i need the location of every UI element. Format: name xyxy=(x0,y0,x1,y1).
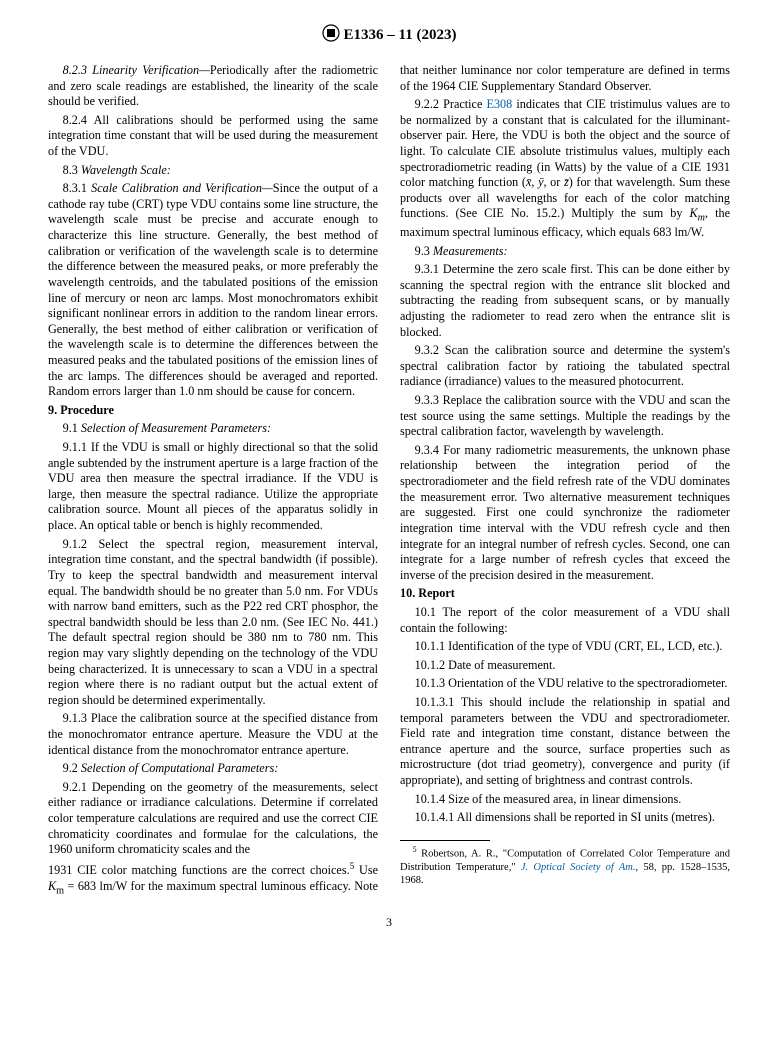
para-10-1-3-1: 10.1.3.1 This should include the relatio… xyxy=(400,695,730,789)
para-8-2-4: 8.2.4 All calibrations should be perform… xyxy=(48,113,378,160)
page: E1336 – 11 (2023) 8.2.3 Linearity Verifi… xyxy=(0,0,778,954)
para-9-2-1a: 9.2.1 Depending on the geometry of the m… xyxy=(48,780,378,858)
para-9-2-head: 9.2 Selection of Computational Parameter… xyxy=(48,761,378,777)
para-8-3-head: 8.3 Wavelength Scale: xyxy=(48,163,378,179)
para-9-1-1: 9.1.1 If the VDU is small or highly dire… xyxy=(48,440,378,534)
para-9-3-1: 9.3.1 Determine the zero scale first. Th… xyxy=(400,262,730,340)
para-10-1-1: 10.1.1 Identification of the type of VDU… xyxy=(400,639,730,655)
section-9-heading: 9. Procedure xyxy=(48,403,378,419)
footnote-separator xyxy=(400,840,490,841)
link-e308[interactable]: E308 xyxy=(487,97,513,111)
body-columns: 8.2.3 Linearity Verification—Periodicall… xyxy=(48,63,730,897)
para-8-2-3: 8.2.3 Linearity Verification—Periodicall… xyxy=(48,63,378,110)
para-9-1-head: 9.1 Selection of Measurement Parameters: xyxy=(48,421,378,437)
para-9-3-3: 9.3.3 Replace the calibration source wit… xyxy=(400,393,730,440)
para-10-1-4-1: 10.1.4.1 All dimensions shall be reporte… xyxy=(400,810,730,826)
astm-logo-icon xyxy=(322,24,340,47)
section-10-heading: 10. Report xyxy=(400,586,730,602)
footnote-journal-link[interactable]: J. Optical Society of Am. xyxy=(521,862,636,873)
para-9-2-2: 9.2.2 Practice E308 indicates that CIE t… xyxy=(400,97,730,240)
footnote-5: 5 Robertson, A. R., "Computation of Corr… xyxy=(400,845,730,887)
para-10-1-3: 10.1.3 Orientation of the VDU relative t… xyxy=(400,676,730,692)
para-9-1-2: 9.1.2 Select the spectral region, measur… xyxy=(48,537,378,709)
para-10-1-2: 10.1.2 Date of measurement. xyxy=(400,658,730,674)
para-8-3-1: 8.3.1 Scale Calibration and Verification… xyxy=(48,181,378,400)
para-9-3-4: 9.3.4 For many radiometric measurements,… xyxy=(400,443,730,583)
designation-text: E1336 – 11 (2023) xyxy=(344,27,457,43)
para-10-1-4: 10.1.4 Size of the measured area, in lin… xyxy=(400,792,730,808)
page-header: E1336 – 11 (2023) xyxy=(48,24,730,47)
para-9-1-3: 9.1.3 Place the calibration source at th… xyxy=(48,711,378,758)
page-number: 3 xyxy=(48,915,730,930)
para-10-1: 10.1 The report of the color measurement… xyxy=(400,605,730,636)
para-9-3-2: 9.3.2 Scan the calibration source and de… xyxy=(400,343,730,390)
para-9-3-head: 9.3 Measurements: xyxy=(400,244,730,260)
